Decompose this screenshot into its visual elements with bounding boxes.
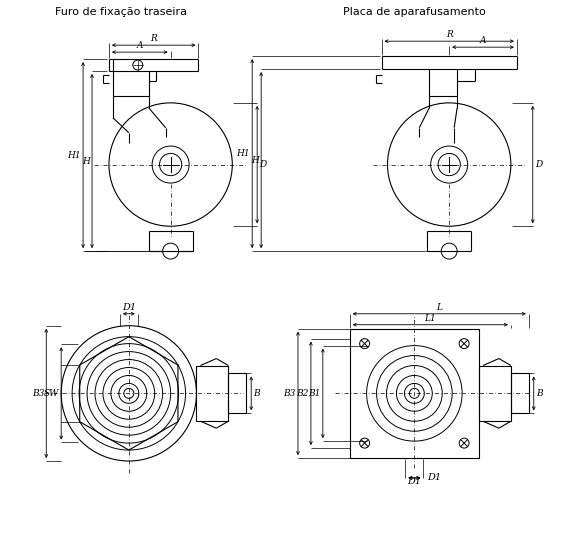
Text: D: D	[259, 160, 267, 169]
Bar	[511, 373, 529, 413]
Bar	[350, 328, 479, 458]
Text: R: R	[446, 30, 453, 39]
Text: H: H	[82, 157, 90, 165]
Text: L: L	[436, 303, 442, 312]
Bar	[479, 365, 511, 421]
Text: B: B	[253, 389, 260, 398]
Text: Furo de fixação traseira: Furo de fixação traseira	[55, 8, 187, 17]
Text: D: D	[535, 160, 542, 169]
Text: A: A	[480, 36, 486, 45]
Text: H1: H1	[237, 149, 250, 158]
Bar	[228, 373, 246, 413]
Text: L1: L1	[424, 314, 436, 322]
Text: R: R	[150, 34, 157, 43]
Text: B1: B1	[308, 389, 321, 398]
Text: B: B	[536, 389, 542, 398]
Text: SW: SW	[44, 389, 59, 398]
Text: D1: D1	[122, 303, 136, 312]
Text: A: A	[137, 41, 143, 50]
Bar	[197, 365, 228, 421]
Text: H1: H1	[68, 151, 81, 159]
Text: B3: B3	[283, 389, 296, 398]
Text: D1: D1	[407, 477, 421, 486]
Text: Placa de aparafusamento: Placa de aparafusamento	[343, 8, 486, 17]
Text: B2: B2	[297, 389, 309, 398]
Text: B3: B3	[32, 389, 44, 398]
Text: H: H	[251, 156, 259, 165]
Text: D1: D1	[427, 473, 441, 482]
